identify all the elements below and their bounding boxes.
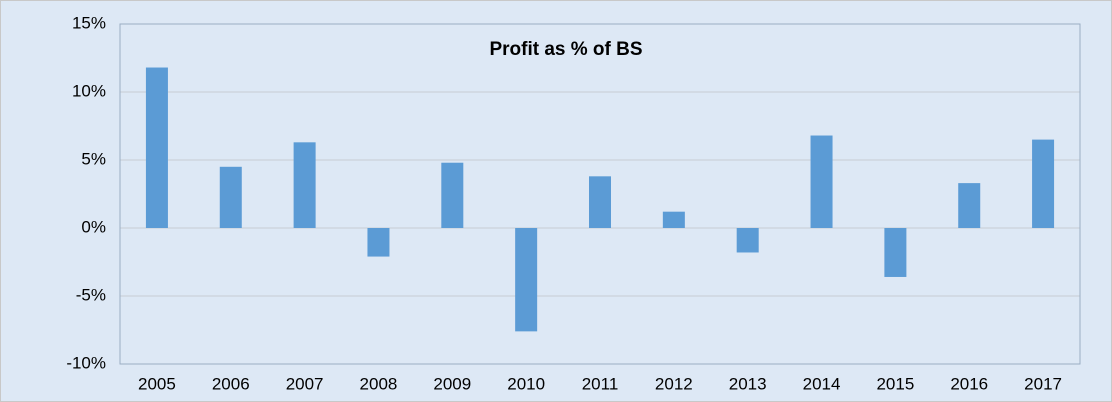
bar (293, 142, 316, 228)
x-tick-label: 2007 (286, 374, 324, 393)
bar (1032, 139, 1055, 228)
bar (145, 67, 168, 229)
bar (810, 135, 833, 228)
bar (736, 228, 759, 253)
x-tick-label: 2016 (950, 374, 988, 393)
y-tick-label: -10% (66, 353, 106, 372)
y-tick-label: 15% (72, 13, 106, 32)
y-tick-label: 5% (81, 149, 106, 168)
y-tick-label: 10% (72, 81, 106, 100)
x-tick-label: 2013 (729, 374, 767, 393)
bar (441, 162, 464, 228)
bar (884, 228, 907, 277)
x-tick-label: 2005 (138, 374, 176, 393)
x-tick-label: 2012 (655, 374, 693, 393)
bar (958, 183, 981, 228)
x-tick-label: 2017 (1024, 374, 1062, 393)
x-tick-label: 2008 (360, 374, 398, 393)
bar (589, 176, 611, 228)
bar (662, 211, 685, 228)
y-tick-label: 0% (81, 217, 106, 236)
chart-title: Profit as % of BS (489, 39, 642, 60)
x-tick-label: 2010 (507, 374, 545, 393)
bar (367, 228, 390, 257)
bar (219, 166, 242, 228)
x-tick-label: 2009 (433, 374, 471, 393)
x-tick-label: 2006 (212, 374, 250, 393)
bar (515, 228, 538, 332)
y-tick-label: -5% (76, 285, 106, 304)
x-tick-label: 2011 (582, 374, 619, 393)
plot-frame (119, 23, 1081, 365)
x-tick-label: 2014 (803, 374, 841, 393)
x-tick-label: 2015 (876, 374, 914, 393)
